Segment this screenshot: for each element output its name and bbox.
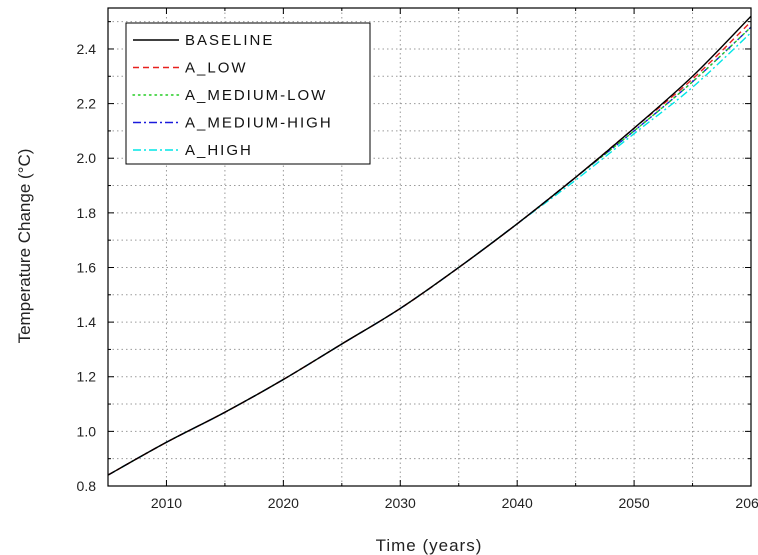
y-tick-label: 0.8: [77, 478, 97, 494]
y-tick-label: 2.4: [77, 41, 97, 57]
series-line-baseline: [108, 15, 751, 476]
x-tick-label: 2040: [502, 495, 533, 511]
legend-box: [125, 22, 371, 165]
plot-frame: [107, 7, 752, 487]
y-tick-label: 1.8: [77, 205, 97, 221]
y-axis-title: Temperature Change (°C): [15, 149, 34, 344]
legend-items: BASELINE A_LOW A_MEDIUM-LOW A_MEDIUM-HIGH A_…: [132, 32, 333, 159]
legend-label: A_HIGH: [185, 142, 253, 159]
y-tick-label: 2.2: [77, 96, 97, 112]
legend-label: A_MEDIUM-LOW: [185, 87, 327, 104]
legend-label: A_LOW: [185, 60, 248, 77]
y-tick-label: 1.2: [77, 369, 97, 385]
legend-label: BASELINE: [185, 32, 274, 49]
y-tick-label: 1.6: [77, 259, 97, 275]
y-tick-label: 1.0: [77, 423, 97, 439]
x-tick-label: 2010: [151, 495, 182, 511]
x-tick-label: 2030: [385, 495, 416, 511]
x-axis-title: Time (years): [376, 536, 483, 555]
y-tick-label: 1.4: [77, 314, 97, 330]
x-tick-label: 2020: [268, 495, 299, 511]
legend-label: A_MEDIUM-HIGH: [185, 115, 333, 132]
axis-ticks: [107, 8, 752, 487]
grid-lines: [108, 8, 751, 486]
y-tick-labels: 0.8 1.0 1.2 1.4 1.6 1.8 2.0 2.2 2.4: [77, 41, 97, 494]
legend: BASELINE A_LOW A_MEDIUM-LOW A_MEDIUM-HIGH A_…: [125, 22, 371, 165]
y-tick-label: 2.0: [77, 150, 97, 166]
series-lines: [108, 15, 751, 476]
x-tick-label: 2050: [619, 495, 650, 511]
